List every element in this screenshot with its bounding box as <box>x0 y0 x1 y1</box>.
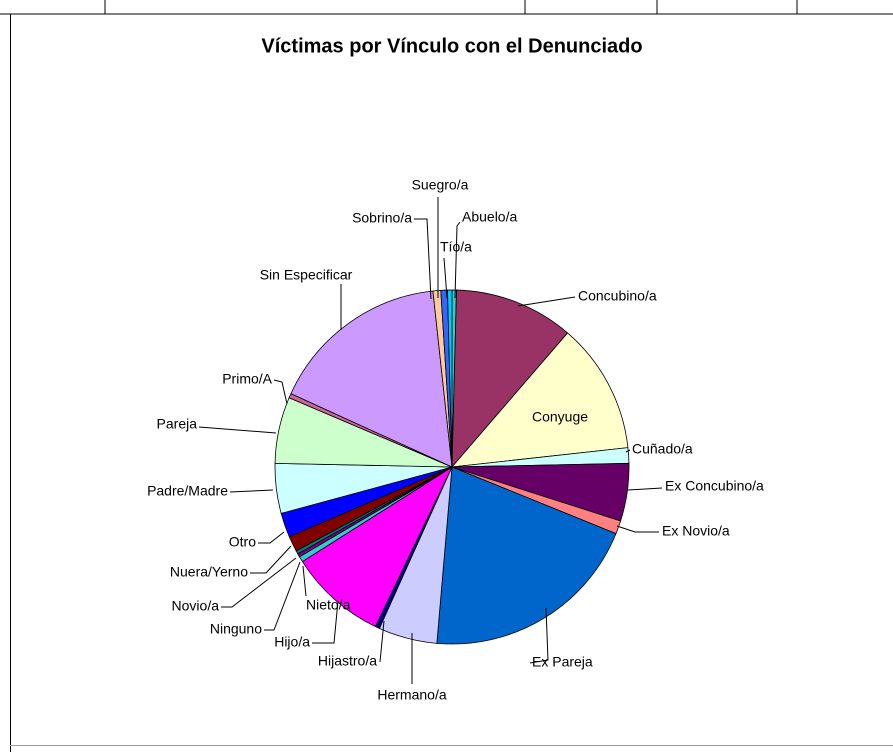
slice-label: Hijastro/a <box>318 653 377 669</box>
slice-label: Ex Pareja <box>532 654 593 670</box>
leader-line <box>529 607 549 664</box>
pie-slice <box>451 332 629 468</box>
leader-line <box>264 561 301 631</box>
slice-label: Ex Concubino/a <box>665 478 764 494</box>
slice-label: Concubino/a <box>578 288 657 304</box>
leader-line <box>302 565 307 597</box>
pie-slice <box>290 290 453 468</box>
chart-title: Víctimas por Vínculo con el Denunciado <box>261 35 642 57</box>
slice-label: Otro <box>229 534 256 550</box>
pie-slice <box>447 289 453 468</box>
slice-label: Ex Novio/a <box>662 523 730 539</box>
leader-line <box>616 525 659 533</box>
slice-label: Hijo/a <box>274 634 310 650</box>
leader-line <box>221 557 297 608</box>
slice-label: Nuera/Yerno <box>170 564 248 580</box>
pie <box>274 289 630 645</box>
leader-line <box>625 449 631 453</box>
labels: Abuelo/a Concubino/a Conyuge Cuñado/a Ex Con… <box>147 177 764 703</box>
leader-line <box>443 257 448 299</box>
leader-line <box>229 489 274 493</box>
leader-line <box>627 487 663 491</box>
leader-line <box>198 426 277 434</box>
slice-label: Conyuge <box>532 409 588 425</box>
pie-slice <box>301 465 453 628</box>
slice-label: Sin Especificar <box>260 267 353 283</box>
leader-line <box>454 221 461 299</box>
leader-line <box>258 531 285 544</box>
pie-slice <box>451 289 569 469</box>
leader-line <box>312 600 339 644</box>
slice-label: Ninguno <box>210 621 262 637</box>
pie-slice <box>436 466 617 645</box>
leader-line <box>250 545 292 574</box>
slice-label: Nieto/a <box>306 597 351 613</box>
slice-label: Tío/a <box>440 239 472 255</box>
leader-line <box>517 296 576 307</box>
slice-label: Novio/a <box>172 598 220 614</box>
slice-label: Suegro/a <box>412 177 469 193</box>
slice-label: Sobrino/a <box>352 210 412 226</box>
slice-label: Pareja <box>157 416 198 432</box>
slice-label: Hermano/a <box>377 687 446 703</box>
leader-line <box>273 379 288 405</box>
slice-label: Cuñado/a <box>632 441 693 457</box>
slice-label: Primo/A <box>222 371 272 387</box>
leader-line <box>414 218 432 300</box>
leader-line <box>379 620 385 663</box>
slice-label: Abuelo/a <box>462 209 517 225</box>
slice-label: Padre/Madre <box>147 483 228 499</box>
